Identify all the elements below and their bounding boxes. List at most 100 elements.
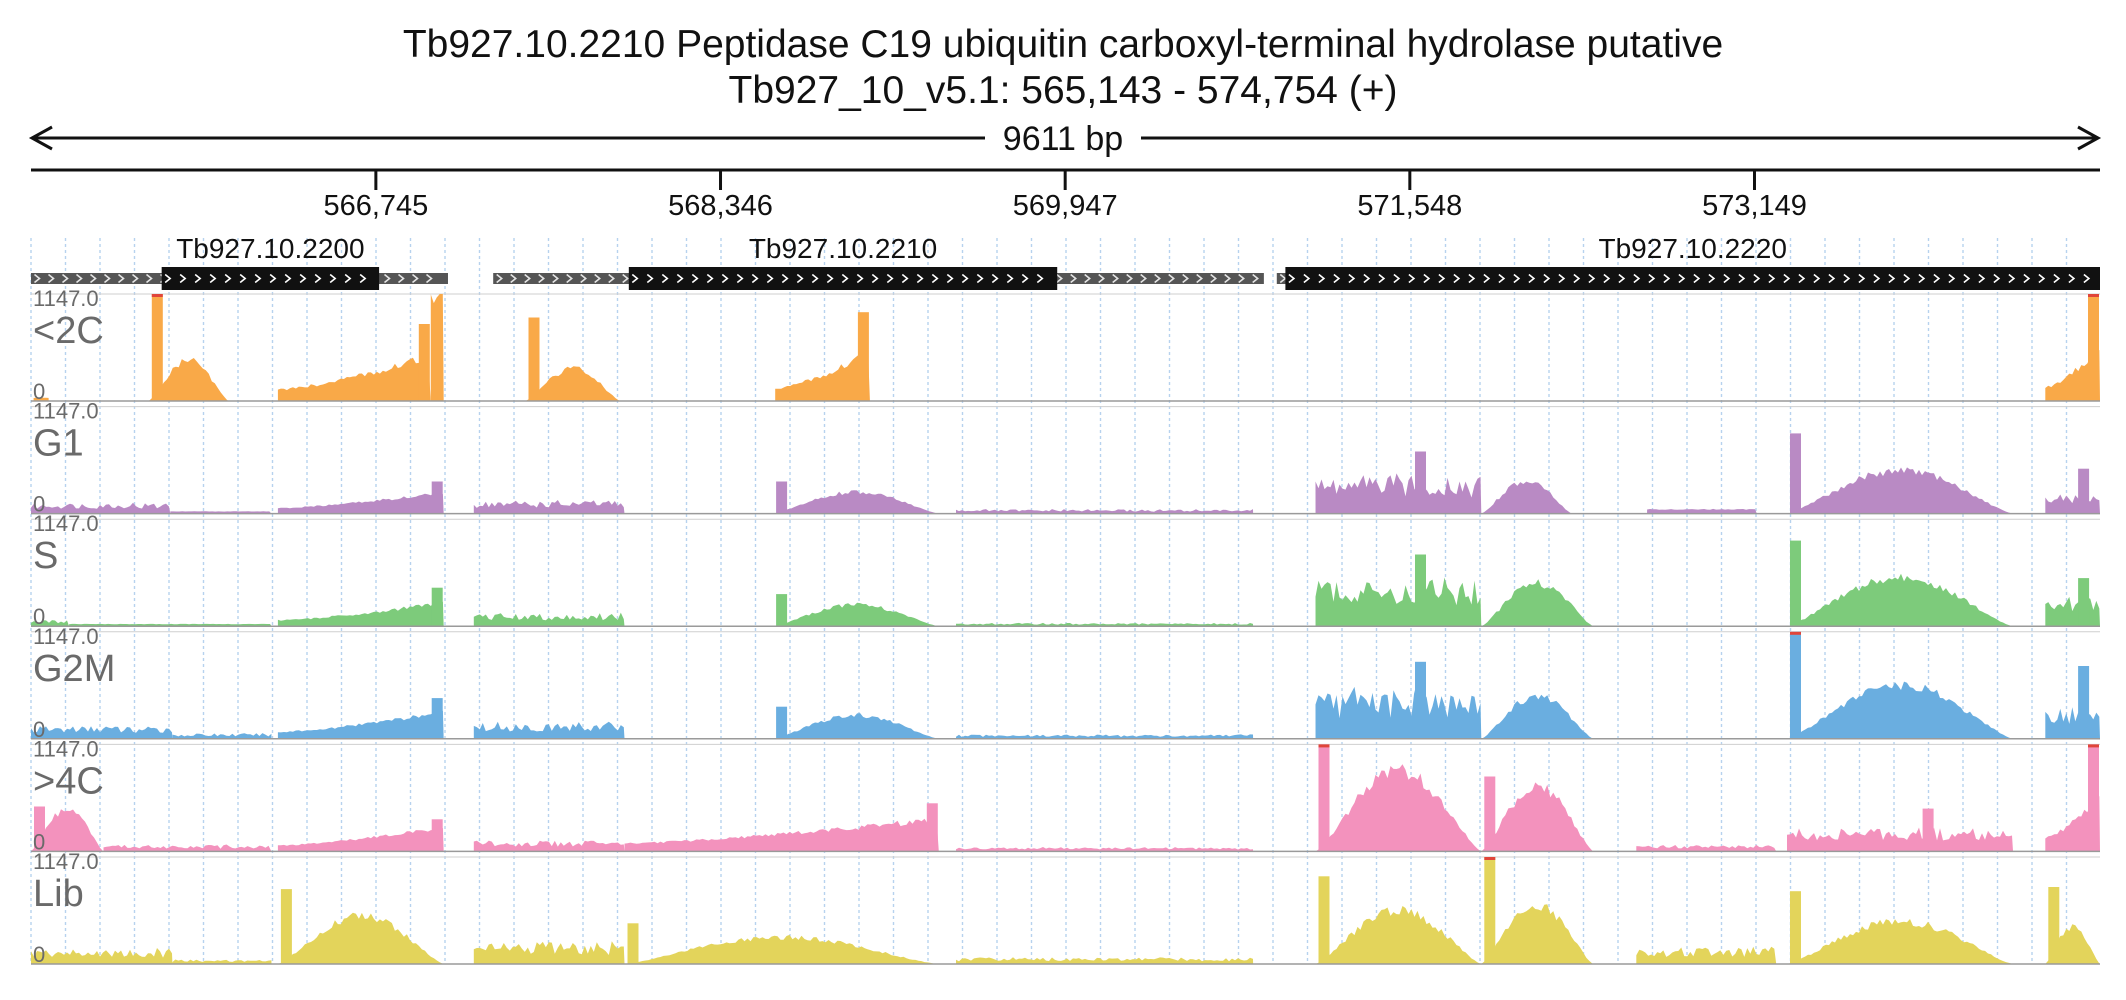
strand-chevron: [1279, 273, 1287, 284]
strand-chevron: [1378, 273, 1386, 284]
strand-chevron: [299, 273, 307, 284]
gene-Tb927.10.2220[interactable]: Tb927.10.2220: [1276, 233, 2100, 290]
strand-chevron: [691, 273, 699, 284]
track-S: [31, 518, 2100, 627]
coverage-area: [956, 734, 1254, 739]
coverage-spike: [776, 594, 788, 627]
strand-chevron: [2023, 273, 2031, 284]
track-scale-max: 1147.0: [33, 624, 99, 649]
strand-chevron: [1903, 273, 1911, 284]
coverage-spike: [1922, 808, 1934, 852]
coverage-area: [172, 959, 272, 964]
strand-chevron: [1723, 273, 1731, 284]
axis-tick-label: 566,745: [323, 190, 428, 222]
strand-chevron: [931, 273, 939, 284]
coverage-spike: [1790, 891, 1801, 964]
axis-tick-label: 569,947: [1013, 190, 1118, 222]
strand-chevron: [1036, 273, 1044, 284]
strand-chevron: [766, 273, 774, 284]
strand-chevron: [1933, 273, 1941, 284]
clipped-marker: [1790, 631, 1801, 635]
strand-chevron: [1813, 273, 1821, 284]
coverage-area: [473, 721, 625, 739]
coverage-spike: [280, 889, 292, 964]
coverage-area: [1786, 827, 2014, 852]
strand-chevron: [886, 273, 894, 284]
coverage-area: [2045, 707, 2100, 739]
coverage-area: [624, 934, 939, 964]
coverage-spike: [2088, 744, 2099, 852]
coverage-area: [1481, 481, 1572, 514]
coverage-spike: [2088, 294, 2099, 401]
strand-chevron: [811, 273, 819, 284]
gene-Tb927.10.2200[interactable]: Tb927.10.2200: [31, 233, 448, 290]
strand-chevron: [1498, 273, 1506, 284]
strand-chevron: [1196, 273, 1203, 284]
strand-chevron: [48, 273, 55, 284]
strand-chevron: [946, 273, 954, 284]
strand-chevron: [1182, 273, 1189, 284]
gene-label: Tb927.10.2210: [749, 233, 937, 264]
strand-chevron: [1828, 273, 1836, 284]
coverage-area: [1315, 906, 1482, 964]
coverage-spike: [528, 317, 540, 401]
coverage-spike: [151, 294, 163, 401]
strand-chevron: [239, 273, 247, 284]
chart-title: Tb927.10.2210 Peptidase C19 ubiquitin ca…: [402, 23, 1724, 66]
coverage-area: [1481, 694, 1594, 739]
coverage-area: [473, 941, 625, 964]
strand-chevron: [209, 273, 217, 284]
track-G1: [31, 406, 2100, 515]
strand-chevron: [1453, 273, 1461, 284]
strand-chevron: [736, 273, 744, 284]
strand-chevron: [76, 273, 83, 284]
coverage-area: [277, 827, 444, 852]
strand-chevron: [1168, 273, 1175, 284]
gene-Tb927.10.2210[interactable]: Tb927.10.2210: [493, 233, 1264, 290]
coverage-area: [473, 500, 625, 514]
track-label-G1: 1147.0G1 0: [33, 399, 99, 517]
coverage-area: [31, 948, 173, 964]
coverage-area: [1636, 844, 1777, 852]
strand-chevron: [1070, 273, 1077, 284]
coverage-spike: [1790, 631, 1801, 739]
coverage-area: [430, 294, 444, 401]
strand-chevron: [1783, 273, 1791, 284]
clipped-marker: [151, 294, 163, 297]
position-axis: 566,745 568,346 569,947 571,548 573,149: [31, 168, 2100, 222]
track-scale-max: 1147.0: [33, 736, 99, 761]
strand-chevron: [398, 273, 405, 284]
strand-chevron: [1678, 273, 1686, 284]
strand-chevron: [426, 273, 433, 284]
strand-chevron: [826, 273, 834, 284]
strand-chevron: [871, 273, 879, 284]
strand-chevron: [1438, 273, 1446, 284]
strand-chevron: [1006, 273, 1014, 284]
strand-chevron: [132, 273, 139, 284]
strand-chevron: [646, 273, 654, 284]
coverage-area: [277, 355, 431, 401]
strand-chevron: [1154, 273, 1161, 284]
strand-chevron: [2038, 273, 2046, 284]
strand-chevron: [62, 273, 69, 284]
track-G2M: [31, 631, 2100, 740]
strand-chevron: [1963, 273, 1971, 284]
track-labels: 1147.0<2C01147.0G101147.0S01147.0G2M0114…: [33, 286, 115, 967]
strand-chevron: [1588, 273, 1596, 284]
coverage-area: [148, 358, 229, 401]
strand-chevron: [1693, 273, 1701, 284]
strand-chevron: [661, 273, 669, 284]
strand-chevron: [90, 273, 97, 284]
strand-chevron: [1408, 273, 1416, 284]
strand-chevron: [314, 273, 322, 284]
coverage-spike: [1790, 433, 1801, 514]
gene-track: Tb927.10.2200 Tb927.10.2210 Tb927.10.2220: [31, 233, 2100, 290]
coverage-area: [773, 490, 939, 514]
track-scale-min: 0: [33, 717, 45, 742]
coverage-spike: [1318, 876, 1330, 964]
strand-chevron: [1468, 273, 1476, 284]
coverage-area: [31, 809, 104, 852]
coverage-area: [103, 844, 272, 852]
clipped-marker: [1318, 744, 1330, 748]
